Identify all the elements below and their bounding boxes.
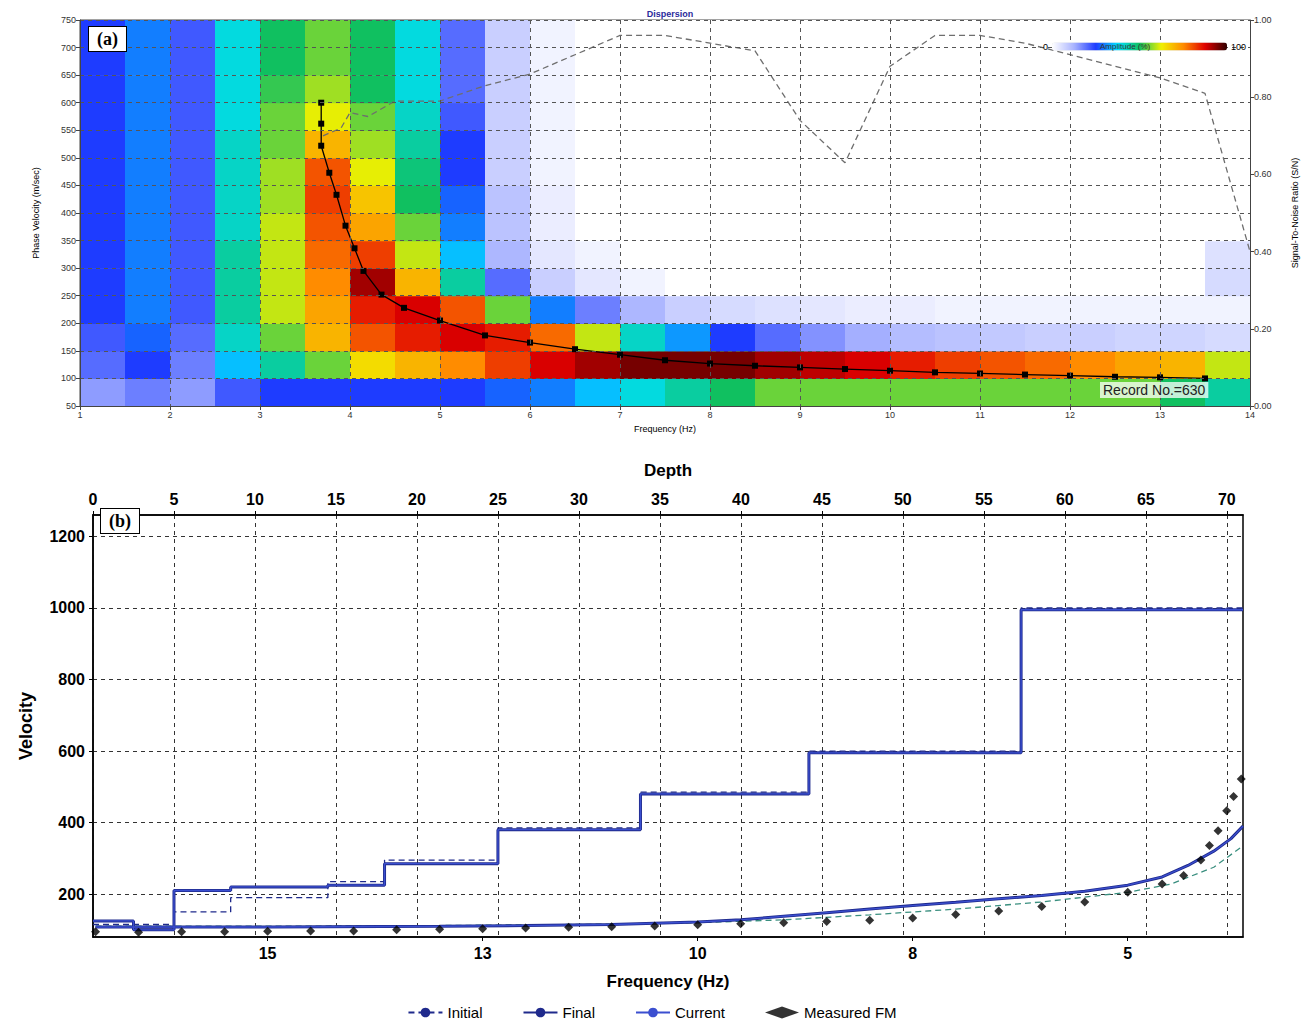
svg-text:13: 13 xyxy=(474,945,492,962)
svg-text:5: 5 xyxy=(437,410,442,420)
svg-text:2: 2 xyxy=(167,410,172,420)
svg-text:1.00: 1.00 xyxy=(1254,15,1272,25)
svg-text:15: 15 xyxy=(327,491,345,508)
svg-text:0.20: 0.20 xyxy=(1254,324,1272,334)
svg-text:Amplitude (%): Amplitude (%) xyxy=(1100,42,1151,51)
svg-text:70: 70 xyxy=(1218,491,1236,508)
svg-text:0: 0 xyxy=(1043,42,1048,52)
svg-text:30: 30 xyxy=(570,491,588,508)
svg-text:11: 11 xyxy=(975,410,984,420)
svg-text:0.00: 0.00 xyxy=(1254,401,1272,411)
svg-text:100: 100 xyxy=(1231,42,1246,52)
svg-text:Depth: Depth xyxy=(644,461,692,480)
svg-text:40: 40 xyxy=(732,491,750,508)
svg-text:5: 5 xyxy=(1123,945,1132,962)
svg-text:Current: Current xyxy=(675,1004,726,1021)
svg-text:65: 65 xyxy=(1137,491,1155,508)
svg-text:(a): (a) xyxy=(97,29,118,50)
svg-text:13: 13 xyxy=(1155,410,1165,420)
svg-text:Final: Final xyxy=(562,1004,595,1021)
svg-text:350: 350 xyxy=(61,236,76,246)
svg-text:Record No.=630: Record No.=630 xyxy=(1103,382,1206,398)
svg-text:700: 700 xyxy=(61,43,76,53)
svg-text:450: 450 xyxy=(61,180,76,190)
svg-text:0.80: 0.80 xyxy=(1254,92,1272,102)
svg-text:Dispersion: Dispersion xyxy=(647,9,694,19)
svg-text:25: 25 xyxy=(489,491,507,508)
svg-text:8: 8 xyxy=(908,945,917,962)
svg-text:0.40: 0.40 xyxy=(1254,247,1272,257)
svg-text:1200: 1200 xyxy=(49,528,85,545)
svg-text:5: 5 xyxy=(170,491,179,508)
svg-text:12: 12 xyxy=(1065,410,1075,420)
svg-text:100: 100 xyxy=(61,373,76,383)
svg-text:50: 50 xyxy=(894,491,912,508)
svg-text:0: 0 xyxy=(89,491,98,508)
svg-text:Velocity: Velocity xyxy=(16,692,36,760)
svg-text:20: 20 xyxy=(408,491,426,508)
svg-text:9: 9 xyxy=(797,410,802,420)
svg-text:(b): (b) xyxy=(109,511,131,532)
svg-text:600: 600 xyxy=(61,98,76,108)
svg-text:400: 400 xyxy=(58,814,85,831)
svg-text:Frequency (Hz): Frequency (Hz) xyxy=(634,424,696,434)
svg-text:600: 600 xyxy=(58,743,85,760)
svg-text:750: 750 xyxy=(61,15,76,25)
svg-text:1000: 1000 xyxy=(49,599,85,616)
svg-text:50: 50 xyxy=(66,401,76,411)
svg-text:200: 200 xyxy=(58,886,85,903)
svg-text:10: 10 xyxy=(246,491,264,508)
svg-text:Initial: Initial xyxy=(447,1004,482,1021)
svg-text:150: 150 xyxy=(61,346,76,356)
svg-text:35: 35 xyxy=(651,491,669,508)
svg-text:4: 4 xyxy=(347,410,352,420)
svg-text:550: 550 xyxy=(61,125,76,135)
svg-text:200: 200 xyxy=(61,318,76,328)
svg-text:300: 300 xyxy=(61,263,76,273)
svg-text:10: 10 xyxy=(885,410,895,420)
svg-text:3: 3 xyxy=(257,410,262,420)
svg-text:0.60: 0.60 xyxy=(1254,169,1272,179)
svg-text:400: 400 xyxy=(61,208,76,218)
svg-text:Phase Velocity (m/sec): Phase Velocity (m/sec) xyxy=(31,167,41,259)
svg-text:55: 55 xyxy=(975,491,993,508)
svg-text:6: 6 xyxy=(527,410,532,420)
svg-text:Signal-To-Noise Ratio (S/N): Signal-To-Noise Ratio (S/N) xyxy=(1290,158,1300,269)
svg-text:1: 1 xyxy=(77,410,82,420)
svg-text:500: 500 xyxy=(61,153,76,163)
svg-text:800: 800 xyxy=(58,671,85,688)
svg-text:Frequency (Hz): Frequency (Hz) xyxy=(607,972,730,991)
svg-text:15: 15 xyxy=(259,945,277,962)
svg-text:10: 10 xyxy=(689,945,707,962)
svg-text:7: 7 xyxy=(617,410,622,420)
svg-text:45: 45 xyxy=(813,491,831,508)
svg-text:Measured FM: Measured FM xyxy=(804,1004,897,1021)
svg-text:14: 14 xyxy=(1245,410,1255,420)
svg-text:8: 8 xyxy=(707,410,712,420)
svg-text:250: 250 xyxy=(61,291,76,301)
svg-text:60: 60 xyxy=(1056,491,1074,508)
svg-text:650: 650 xyxy=(61,70,76,80)
